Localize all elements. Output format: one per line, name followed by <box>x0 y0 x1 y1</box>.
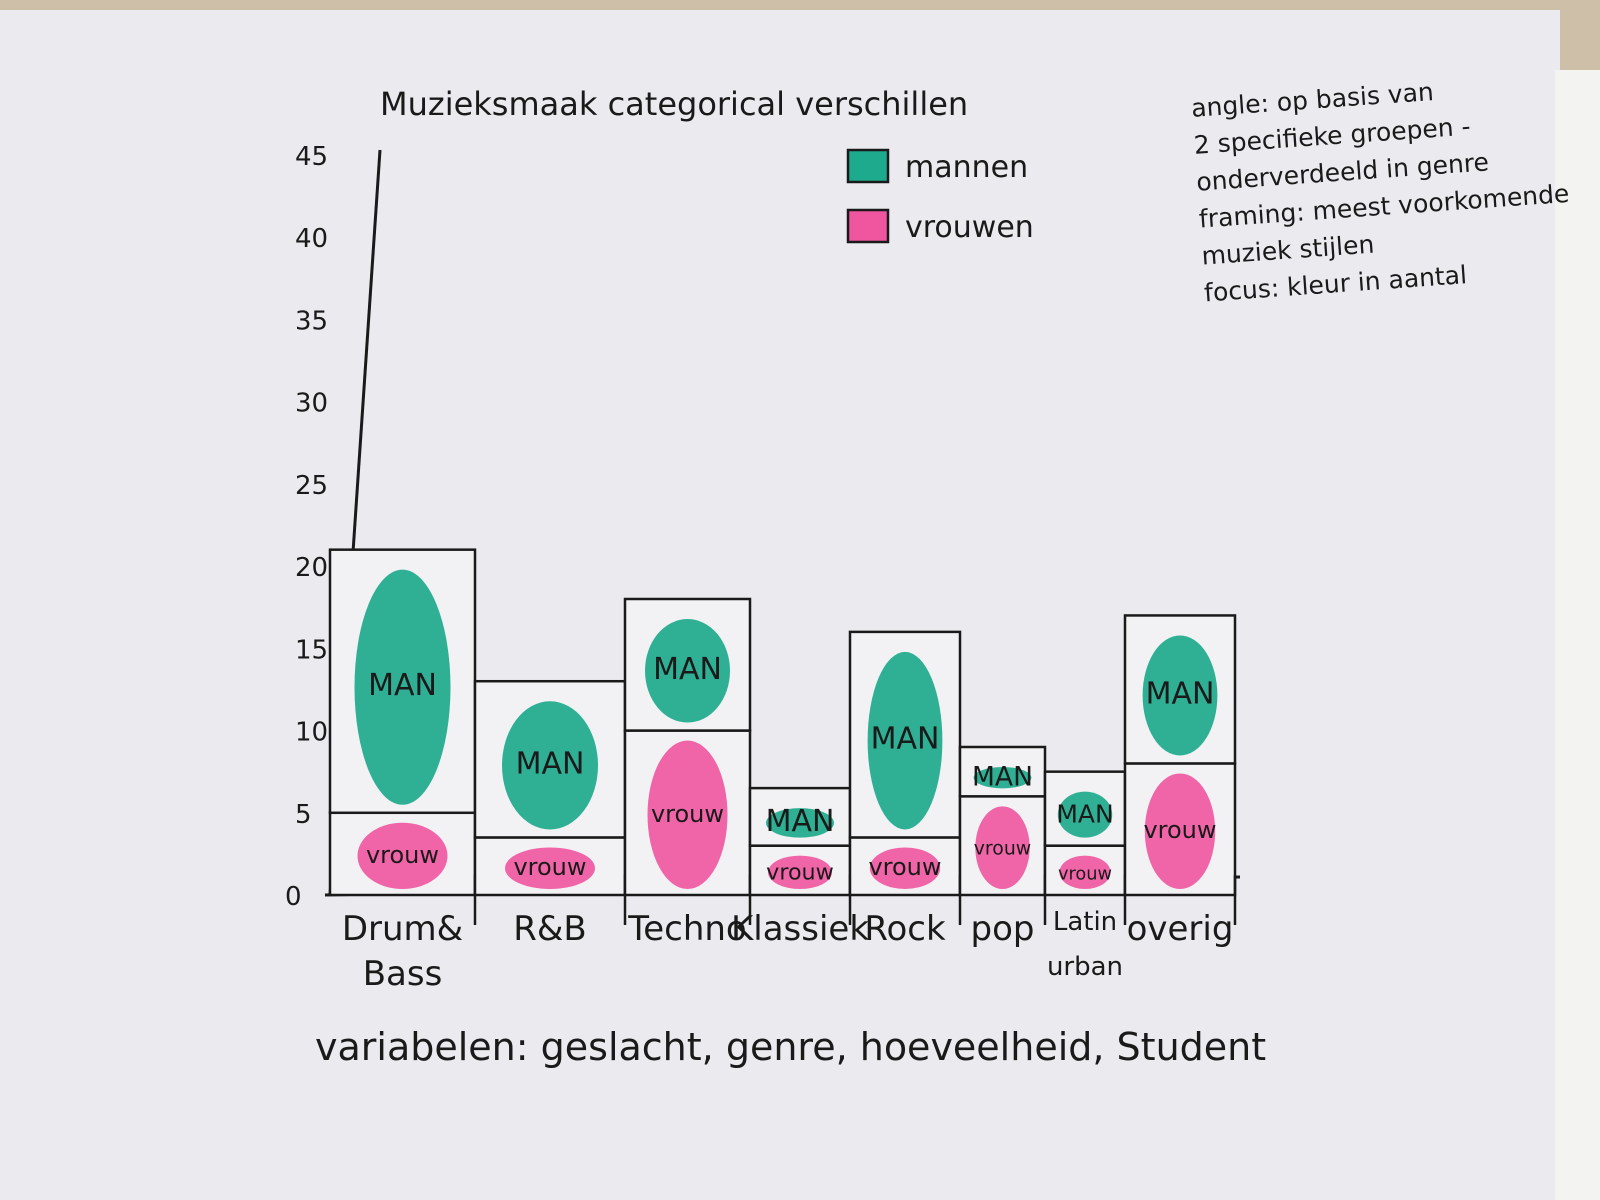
bar-fill-vrouwen <box>869 847 941 889</box>
legend-swatch <box>846 148 890 184</box>
bar-label-mannen: MAN <box>766 804 835 839</box>
paper-sheet <box>0 10 1560 1200</box>
bar-label-mannen: MAN <box>871 722 940 757</box>
x-tick-label: Techno <box>627 909 747 949</box>
bar-fill-vrouwen <box>768 855 832 889</box>
bar-label-mannen: MAN <box>1146 676 1215 711</box>
bar-label-mannen: MAN <box>1056 800 1113 829</box>
bar-fill-mannen <box>354 569 451 805</box>
bar-fill-vrouwen <box>505 847 595 889</box>
y-tick-label: 20 <box>295 553 328 583</box>
y-tick-label: 35 <box>295 306 328 336</box>
bar-fill-mannen <box>973 767 1032 789</box>
legend: mannen vrouwen <box>846 148 1034 245</box>
y-tick-label: 45 <box>295 142 328 172</box>
bar-label-vrouwen: vrouw <box>513 853 586 881</box>
x-tick-label: Rock <box>864 909 946 949</box>
bar-fill-vrouwen <box>1144 773 1216 889</box>
bar-label-mannen: MAN <box>972 762 1033 793</box>
x-tick-label: overig <box>1127 909 1234 949</box>
bar-fill-mannen <box>502 701 598 830</box>
bar-label-mannen: MAN <box>368 668 437 703</box>
bar-fill-mannen <box>766 808 834 838</box>
plot-area: 0 5 10 15 20 25 30 35 40 45 vrouw MAN Drum&Bass vrouw… <box>285 142 1241 994</box>
x-tick-label: Klassiek <box>731 909 869 949</box>
bar-fill-vrouwen <box>357 822 448 890</box>
variables-caption: variabelen: geslacht, genre, hoeveelheid… <box>315 1025 1267 1069</box>
legend-swatch <box>846 208 890 244</box>
y-tick-label: 25 <box>295 471 328 501</box>
x-tick-label: Drum& <box>342 909 463 949</box>
y-tick-label: 10 <box>295 718 328 748</box>
bar-fill-vrouwen <box>975 806 1030 890</box>
x-tick-label: pop <box>971 909 1035 949</box>
legend-label: mannen <box>905 150 1028 185</box>
bar-label-vrouwen: vrouw <box>1143 816 1216 844</box>
bar-label-vrouwen: vrouw <box>651 800 724 828</box>
chart-title: Muzieksmaak categorical verschillen <box>380 85 968 123</box>
y-tick-label: 5 <box>295 800 312 830</box>
bar-label-vrouwen: vrouw <box>1058 864 1112 884</box>
bar-fill-mannen <box>1057 791 1113 838</box>
bar-label-mannen: MAN <box>653 652 722 687</box>
x-tick-label: Latin <box>1053 907 1117 937</box>
bar-label-vrouwen: vrouw <box>974 838 1031 860</box>
side-paper-edge <box>1555 70 1600 1200</box>
bar-fill-mannen <box>867 651 943 830</box>
bar-label-vrouwen: vrouw <box>366 841 439 869</box>
y-tick-label: 15 <box>295 635 328 665</box>
y-tick-label: 40 <box>295 224 328 254</box>
x-tick-label: urban <box>1047 952 1123 982</box>
design-notes: angle: op basis van 2 specifieke groepen… <box>1190 66 1570 312</box>
y-tick-label: 30 <box>295 389 328 419</box>
y-tick-label: 0 <box>285 882 302 912</box>
bar-fill-vrouwen <box>647 740 728 889</box>
bar-fill-vrouwen <box>1059 855 1111 889</box>
x-tick-label: R&B <box>513 909 586 949</box>
bar-fill-mannen <box>645 619 730 723</box>
bar-label-vrouwen: vrouw <box>766 859 834 885</box>
bar-label-mannen: MAN <box>516 746 585 781</box>
x-tick-label: Bass <box>363 954 443 994</box>
legend-label: vrouwen <box>905 210 1034 245</box>
bar-fill-mannen <box>1142 635 1218 756</box>
bar-label-vrouwen: vrouw <box>868 853 941 881</box>
